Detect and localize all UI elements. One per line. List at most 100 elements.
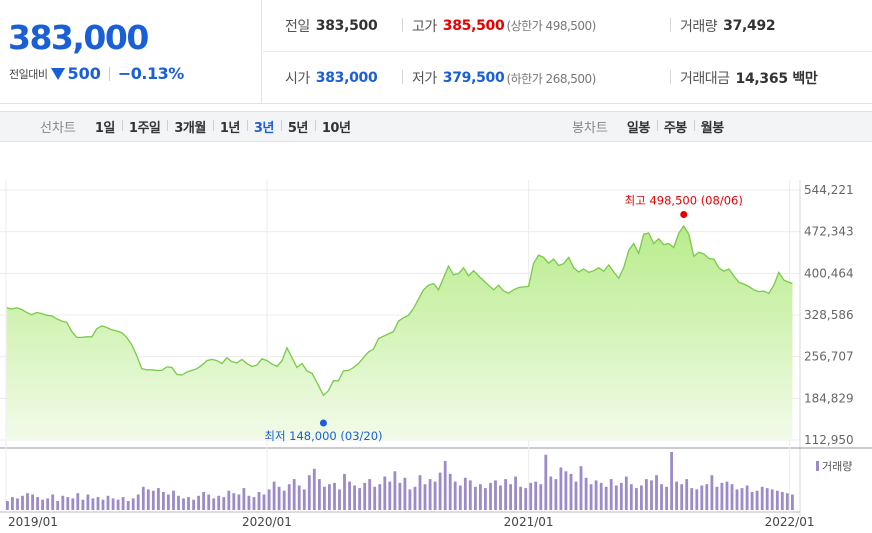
volume-bar	[423, 484, 427, 510]
volume-bar	[353, 485, 356, 510]
volume-bar	[393, 471, 397, 510]
volume-bar	[438, 472, 442, 510]
volume-bar	[584, 477, 588, 510]
volume-bar	[368, 479, 372, 510]
volume-bar	[252, 497, 256, 510]
volume-bar	[544, 454, 548, 510]
volume-bar	[569, 473, 573, 510]
volume-bar	[524, 488, 528, 510]
high-cell: 고가 385,500 (상한가 498,500)	[402, 16, 596, 36]
volume-bar	[307, 475, 311, 510]
volume-bar	[287, 484, 291, 510]
volume-bar	[333, 482, 336, 510]
volume-bar	[81, 499, 85, 510]
volume-bar	[640, 485, 643, 510]
volume-bar	[745, 485, 749, 510]
y-tick-label: 184,829	[804, 391, 854, 405]
volume-bar	[197, 495, 200, 510]
volume-bar	[635, 488, 638, 510]
volume-bar	[453, 481, 457, 510]
open-value: 383,000	[315, 70, 378, 86]
tab-3y[interactable]: 3년	[246, 117, 281, 136]
volume-bar	[348, 481, 351, 510]
volume-bar	[187, 497, 190, 510]
prev-close-value: 383,500	[315, 17, 378, 34]
volume-bar	[675, 481, 678, 510]
volume-bar	[222, 497, 226, 510]
volume-bar	[182, 498, 185, 510]
volume-bar	[604, 486, 608, 510]
volume-bar	[479, 484, 482, 510]
volume-bar	[61, 495, 65, 510]
volume-bar	[554, 479, 558, 510]
price-area	[6, 226, 793, 440]
volume-bar	[167, 494, 170, 510]
volume-bar	[36, 497, 39, 510]
volume-bar	[519, 486, 522, 510]
volume-bar	[272, 481, 276, 510]
volume-bar	[16, 498, 19, 510]
volume-bar	[609, 479, 613, 510]
volume-value: 37,492	[723, 17, 776, 34]
volume-bar	[237, 494, 241, 510]
volume-bar	[770, 489, 774, 510]
volume-bar	[338, 489, 341, 510]
tab-1w[interactable]: 1주일	[121, 117, 167, 136]
volume-bar	[614, 485, 618, 510]
prev-close-cell: 전일 383,500	[285, 16, 378, 36]
tab-3m[interactable]: 3개월	[167, 117, 212, 136]
volume-bar	[750, 492, 754, 510]
tab-daily[interactable]: 일봉	[626, 121, 650, 136]
high-annotation: 최고 498,500 (08/06)	[625, 194, 743, 208]
volume-bar	[358, 488, 361, 510]
volume-bar	[136, 494, 140, 510]
volume-bar	[775, 490, 779, 510]
volume-bar	[292, 479, 296, 510]
volume-bar	[735, 489, 739, 510]
info-row-bottom: 시가 383,000 저가 379,500 (하한가 268,500) 거래대금…	[263, 52, 872, 104]
volume-bar	[146, 489, 150, 510]
volume-bar	[388, 481, 392, 510]
change-amount: 500	[67, 64, 101, 83]
volume-bar	[297, 485, 301, 510]
volume-bar	[474, 486, 477, 510]
tab-1y[interactable]: 1년	[212, 117, 247, 136]
volume-bar	[660, 484, 663, 510]
tab-weekly[interactable]: 주봉	[656, 117, 694, 136]
volume-bar	[624, 476, 628, 510]
volume-bar	[378, 484, 382, 510]
volume-bar	[172, 490, 175, 510]
volume-bar	[499, 485, 502, 510]
volume-bar	[101, 499, 105, 510]
down-triangle-icon	[51, 67, 66, 80]
y-tick-label: 328,586	[804, 308, 854, 322]
volume-bar	[529, 482, 533, 510]
volume-bar	[579, 466, 583, 510]
volume-bar	[96, 497, 100, 510]
volume-bar	[157, 488, 160, 510]
volume-bar	[398, 482, 402, 510]
y-tick-label: 400,464	[804, 266, 854, 280]
volume-bar	[791, 494, 794, 510]
chart-annotations: 최고 498,500 (08/06) 최저 148,000 (03/20)	[264, 194, 742, 443]
volume-bar	[418, 475, 422, 510]
x-tick-label: 2022/01	[765, 515, 815, 529]
volume-bar	[468, 480, 472, 510]
change-row: 전일대비 500 −0.13%	[9, 64, 184, 83]
tab-10y[interactable]: 10년	[314, 117, 358, 136]
tab-5y[interactable]: 5년	[280, 117, 315, 136]
volume-bar	[86, 494, 90, 510]
volume-bar	[463, 477, 467, 510]
candle-chart-tabs: 봉차트 일봉 주봉 월봉	[572, 112, 731, 141]
volume-bar	[26, 493, 29, 510]
tab-1d[interactable]: 1일	[94, 121, 116, 136]
volume-bar	[282, 490, 286, 510]
tab-monthly[interactable]: 월봉	[693, 117, 731, 136]
volume-bar	[162, 492, 165, 510]
volume-bar	[6, 501, 9, 510]
volume-bar	[428, 479, 432, 510]
low-marker	[319, 419, 327, 427]
volume-bar	[257, 492, 261, 510]
high-marker	[680, 211, 688, 219]
volume-bar	[408, 489, 412, 510]
